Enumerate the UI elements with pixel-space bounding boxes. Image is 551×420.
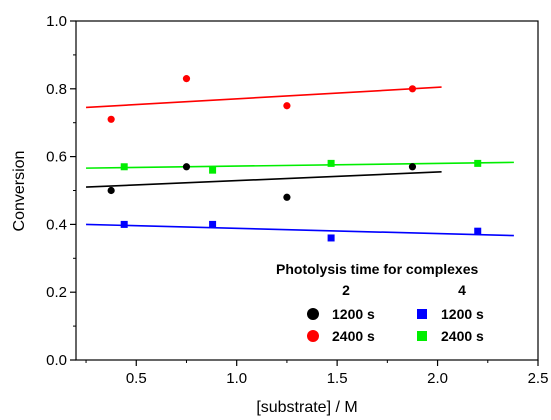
x-axis: 0.5 1.0 1.5 2.0 2.5: [85, 360, 549, 387]
legend-label-series-2: 1200 s: [441, 306, 484, 322]
legend-marker-series-3: [417, 331, 427, 341]
data-point-series-3: [209, 166, 217, 174]
fit-lines: [85, 86, 514, 237]
fit-line-series-3: [86, 161, 514, 169]
data-point-series-2: [474, 227, 482, 235]
fit-line-series-0: [86, 171, 442, 188]
x-tick-label: 2.0: [427, 370, 448, 387]
legend-title: Photolysis time for complexes: [276, 261, 478, 277]
legend-marker-series-1: [307, 330, 319, 342]
x-tick-label: 2.5: [528, 370, 549, 387]
data-point-series-0: [283, 193, 291, 201]
legend-label-series-1: 2400 s: [332, 328, 375, 344]
y-tick-label: 0.8: [46, 81, 67, 98]
legend-marker-series-0: [307, 308, 319, 320]
data-point-series-3: [327, 159, 335, 167]
legend-label-series-3: 2400 s: [441, 328, 484, 344]
y-tick-label: 0.6: [46, 149, 67, 166]
legend-entries: 1200 s 2400 s 1200 s 2400 s: [307, 306, 484, 344]
x-tick-label: 0.5: [126, 370, 147, 387]
fit-line-series-1: [85, 86, 442, 109]
y-axis-label: Conversion: [11, 151, 28, 232]
y-tick-label: 0.4: [46, 216, 67, 233]
data-points: [107, 75, 482, 242]
data-point-series-1: [408, 85, 417, 93]
legend-group-label-4: 4: [458, 282, 466, 298]
data-point-series-3: [474, 159, 482, 167]
y-tick-label: 0.0: [46, 352, 67, 369]
data-point-series-1: [182, 75, 191, 83]
legend-label-series-0: 1200 s: [332, 306, 375, 322]
y-tick-label: 1.0: [46, 13, 67, 30]
data-point-series-2: [120, 220, 128, 228]
data-point-series-2: [209, 220, 217, 228]
legend: Photolysis time for complexes 2 4 1200 s…: [276, 261, 484, 344]
x-tick-label: 1.5: [327, 370, 348, 387]
x-axis-label: [substrate] / M: [256, 399, 357, 416]
legend-marker-series-2: [417, 309, 427, 319]
fit-line-series-2: [86, 223, 514, 237]
legend-group-label-2: 2: [342, 282, 350, 298]
y-axis: 0.0 0.2 0.4 0.6 0.8 1.0: [46, 13, 76, 369]
y-tick-label: 0.2: [46, 284, 67, 301]
x-tick-label: 1.0: [226, 370, 247, 387]
data-point-series-1: [283, 102, 291, 110]
data-point-series-0: [107, 186, 115, 195]
data-point-series-0: [182, 163, 191, 171]
data-point-series-3: [120, 163, 128, 171]
data-point-series-1: [107, 115, 115, 123]
data-point-series-0: [408, 163, 417, 171]
data-point-series-2: [327, 234, 335, 242]
